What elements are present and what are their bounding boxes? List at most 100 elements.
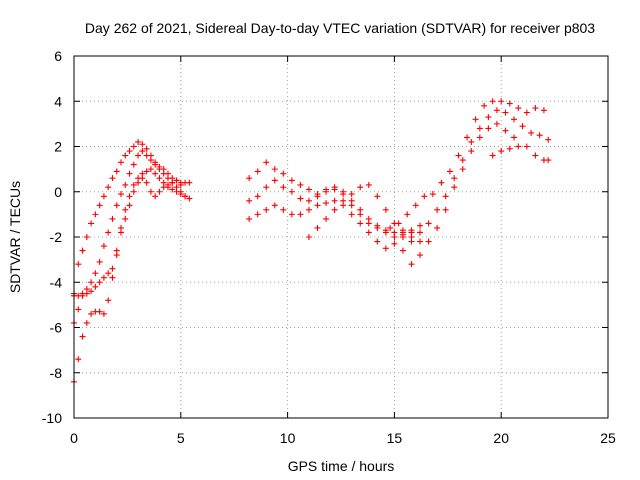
data-point [109,215,116,222]
data-point [399,229,406,236]
data-point [105,229,112,236]
data-point [493,120,500,127]
data-point [135,179,142,186]
data-point [135,152,142,159]
data-point [117,229,124,236]
data-point [83,290,90,297]
data-point [472,116,479,123]
data-point [75,261,82,268]
data-point [382,245,389,252]
data-point [88,279,95,286]
data-point [156,166,163,173]
data-point [88,220,95,227]
data-point [545,157,552,164]
data-point [511,116,518,123]
data-point [177,191,184,198]
data-point [160,184,167,191]
y-tick-label: -4 [50,274,63,290]
data-point [340,191,347,198]
data-point [156,188,163,195]
x-axis-label: GPS time / hours [288,458,395,474]
data-point [143,179,150,186]
data-point [348,191,355,198]
data-point [365,181,372,188]
data-point [314,193,321,200]
data-point [297,195,304,202]
data-point [404,211,411,218]
data-point [117,159,124,166]
data-point [280,170,287,177]
data-point [75,306,82,313]
data-point [122,181,129,188]
data-point [100,274,107,281]
data-point [173,177,180,184]
data-point [96,279,103,286]
data-point [130,181,137,188]
data-point [288,177,295,184]
data-point [126,170,133,177]
data-point [348,202,355,209]
data-point [152,193,159,200]
data-point [506,145,513,152]
data-point [536,132,543,139]
data-point [130,188,137,195]
data-point [271,202,278,209]
data-point [357,211,364,218]
data-point [515,105,522,112]
data-point [147,166,154,173]
data-point [83,319,90,326]
data-point [288,188,295,195]
data-point [147,188,154,195]
y-tick-label: -2 [50,229,63,245]
y-tick-label: 0 [54,184,62,200]
data-point [476,134,483,141]
data-point [540,107,547,114]
data-point [399,247,406,254]
data-point [502,109,509,116]
data-point [169,186,176,193]
data-point [126,202,133,209]
data-point [100,243,107,250]
data-point [489,98,496,105]
data-point [122,152,129,159]
data-point [305,234,312,240]
data-point [387,224,394,231]
data-point [117,191,124,198]
data-point [340,197,347,204]
chart-title: Day 262 of 2021, Sidereal Day-to-day VTE… [85,20,595,36]
data-point [280,206,287,213]
data-point [254,193,261,200]
data-point [254,168,261,175]
data-point [79,292,86,299]
data-point [438,179,445,186]
x-tick-label: 5 [177,430,185,446]
data-point [246,215,253,222]
data-point [105,297,112,304]
data-point [143,145,150,152]
data-point [391,234,398,240]
data-point [451,184,458,191]
data-point [468,138,475,145]
data-point [280,184,287,191]
data-point [143,152,150,159]
data-point [263,184,270,191]
data-point [314,224,321,231]
data-point [417,229,424,236]
data-point [476,125,483,132]
data-point [434,206,441,213]
data-point [139,141,146,148]
data-point [417,238,424,245]
data-point [515,143,522,150]
data-point [523,143,530,150]
data-point [323,188,330,195]
data-point [254,211,261,218]
data-point [109,265,116,272]
data-point [314,202,321,209]
y-tick-label: 4 [54,93,62,109]
data-point [511,134,518,141]
data-point [489,152,496,159]
data-point [100,193,107,200]
data-point [75,356,82,363]
data-point [374,224,381,231]
data-point [88,310,95,317]
